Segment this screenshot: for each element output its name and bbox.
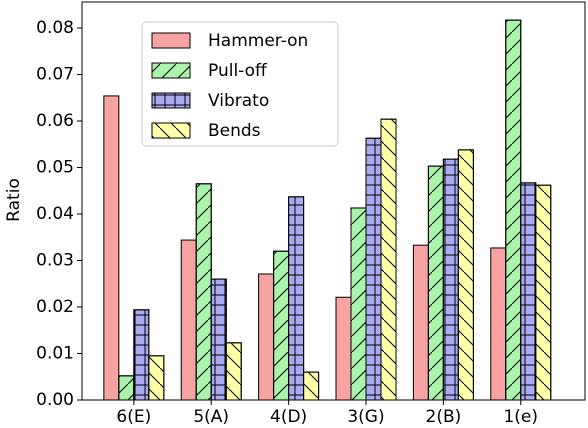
bar-hatch xyxy=(457,149,474,401)
bar xyxy=(380,118,397,401)
bar-fill xyxy=(412,244,429,401)
bar-hatch xyxy=(225,342,242,401)
legend-label: Vibrato xyxy=(208,91,269,111)
bar-hatch xyxy=(195,183,212,401)
y-tick-label: 0.08 xyxy=(36,18,74,38)
bar xyxy=(505,19,522,401)
bar xyxy=(133,309,150,401)
x-tick-label: 4(D) xyxy=(270,407,307,427)
bar-hatch xyxy=(442,158,459,401)
bar xyxy=(258,273,275,401)
bar-hatch xyxy=(350,207,367,401)
y-axis-label: Ratio xyxy=(4,178,24,222)
x-tick-label: 3(G) xyxy=(347,407,384,427)
bar-hatch xyxy=(520,182,537,401)
y-tick-label: 0.05 xyxy=(36,158,74,178)
y-tick-label: 0.06 xyxy=(36,111,74,131)
bar xyxy=(225,342,242,401)
y-tick-label: 0.02 xyxy=(36,297,74,317)
y-tick-label: 0.00 xyxy=(36,390,74,410)
y-tick-label: 0.03 xyxy=(36,251,74,271)
bar xyxy=(535,184,552,401)
bar-fill xyxy=(258,273,275,401)
x-tick-label: 1(e) xyxy=(503,407,538,427)
legend-hatch xyxy=(151,92,191,109)
x-tick-label: 6(E) xyxy=(116,407,151,427)
bar xyxy=(520,182,537,401)
legend-label: Hammer-on xyxy=(208,31,308,51)
plot-frame xyxy=(81,1,586,401)
bar xyxy=(427,165,444,401)
y-tick-label: 0.04 xyxy=(36,204,74,224)
bar xyxy=(273,250,290,401)
bar xyxy=(103,95,120,401)
bar-fill xyxy=(180,239,197,401)
bar-hatch xyxy=(148,355,165,401)
bar-fill xyxy=(103,95,120,401)
bar xyxy=(335,296,352,401)
y-tick-label: 0.07 xyxy=(36,65,74,85)
bar xyxy=(457,149,474,401)
x-tick-label: 2(B) xyxy=(426,407,462,427)
bar-fill xyxy=(335,296,352,401)
bar-hatch xyxy=(210,278,227,401)
bar-hatch xyxy=(535,184,552,401)
bar xyxy=(288,196,305,401)
y-tick-label: 0.01 xyxy=(36,344,74,364)
bar xyxy=(490,247,507,401)
bar xyxy=(350,207,367,401)
bar-hatch xyxy=(505,19,522,401)
bar-hatch xyxy=(133,309,150,401)
bar-hatch xyxy=(380,118,397,401)
bar xyxy=(303,371,320,401)
bar-hatch xyxy=(427,165,444,401)
legend-hatch xyxy=(151,62,191,79)
bar-hatch xyxy=(273,250,290,401)
bar xyxy=(118,375,135,401)
bar-hatch xyxy=(118,375,135,401)
legend-label: Pull-off xyxy=(208,61,268,81)
bar-hatch xyxy=(365,137,382,401)
legend-hatch xyxy=(151,122,191,139)
bar xyxy=(195,183,212,401)
legend-swatch xyxy=(151,32,191,49)
bar xyxy=(365,137,382,401)
legend-label: Bends xyxy=(208,121,261,141)
legend-box xyxy=(141,21,339,147)
bar xyxy=(148,355,165,401)
bar-hatch xyxy=(288,196,305,401)
bar-hatch xyxy=(303,371,320,401)
bar xyxy=(442,158,459,401)
bar xyxy=(210,278,227,401)
bar xyxy=(412,244,429,401)
bar xyxy=(180,239,197,401)
x-tick-label: 5(A) xyxy=(193,407,229,427)
bar-fill xyxy=(490,247,507,401)
